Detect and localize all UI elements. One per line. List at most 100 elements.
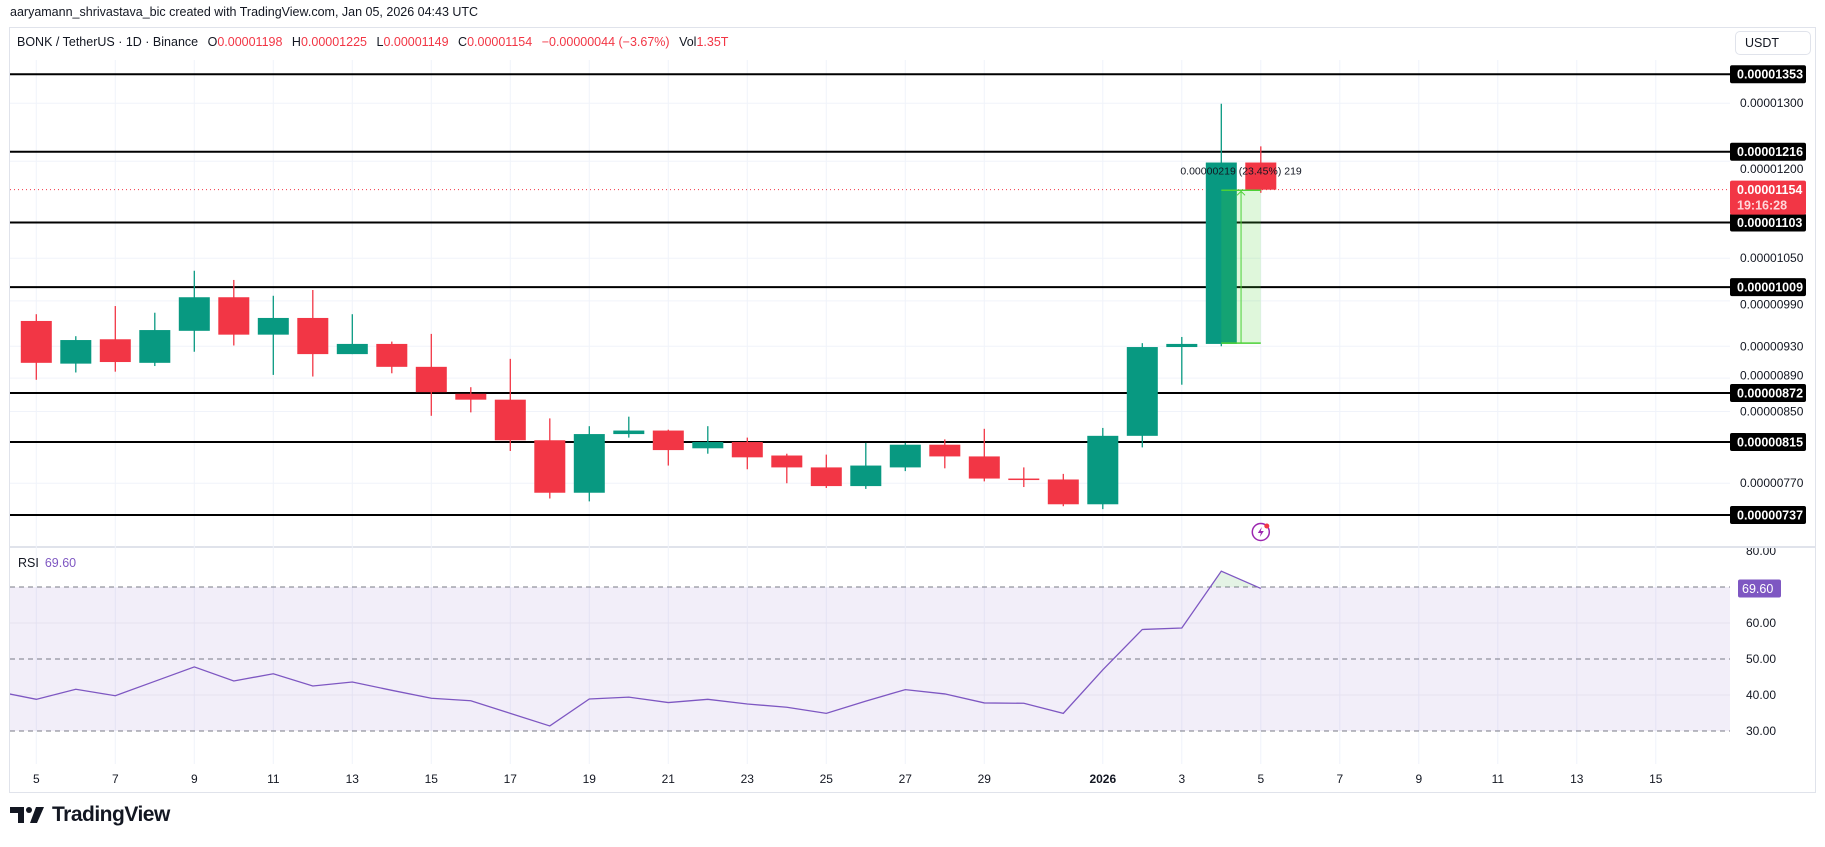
x-tick-label: 5 [33, 772, 40, 786]
candle-body [731, 442, 763, 458]
x-tick-label: 15 [1649, 772, 1663, 786]
candle-body [771, 455, 803, 468]
candle [534, 418, 566, 499]
candle-body [929, 444, 961, 457]
last-price-tag [1730, 180, 1806, 215]
candle [20, 314, 52, 380]
candle-body [257, 317, 289, 335]
level-price-tag [1730, 142, 1806, 161]
measure-label: 0.00000219 (23.45%) 219 [1180, 165, 1302, 177]
level-price-tag-text: 0.00000872 [1737, 386, 1803, 400]
candle [731, 437, 763, 470]
level-price-tag-text: 0.00001103 [1737, 216, 1802, 230]
x-tick-label: 13 [1570, 772, 1584, 786]
rsi-y-tick-label: 30.00 [1746, 724, 1776, 738]
candle [376, 341, 408, 374]
high-label: H [291, 35, 301, 49]
candle [850, 442, 882, 489]
open-label: O [207, 35, 218, 49]
candle-body [1166, 343, 1198, 348]
candle-body [1047, 479, 1079, 505]
rsi-y-tick-label: 40.00 [1746, 688, 1776, 702]
candle-body [850, 465, 882, 487]
x-tick-label: 2026 [1089, 772, 1116, 786]
candle [455, 387, 487, 413]
candle-body [692, 442, 724, 449]
candle [968, 428, 1000, 482]
candle [415, 333, 447, 416]
x-tick-label: 19 [583, 772, 597, 786]
rsi-value-tag [1738, 579, 1781, 598]
level-price-tag [1730, 383, 1806, 402]
y-tick-label: 0.00000990 [1740, 298, 1804, 312]
y-tick-label: 0.00000850 [1740, 405, 1804, 419]
credit-line: aaryamann_shrivastava_bic created with T… [10, 5, 479, 19]
y-tick-label: 0.00000770 [1740, 476, 1804, 490]
level-price-tag [1730, 278, 1806, 297]
candle-body [455, 393, 487, 400]
candle [99, 306, 131, 372]
candle [178, 270, 210, 352]
tradingview-logo-text: TradingView [52, 803, 170, 826]
candle [60, 336, 92, 373]
volume-label: Vol [679, 35, 697, 49]
rsi-legend[interactable]: RSI 69.60 [18, 556, 76, 570]
x-tick-label: 7 [112, 772, 119, 786]
candle [139, 312, 171, 367]
candle [218, 279, 250, 346]
candle [810, 454, 842, 488]
low-value: 0.00001149 [383, 35, 449, 49]
symbol-legend: BONK / TetherUS · 1D · Binance O0.000011… [17, 35, 728, 49]
rsi-pane [10, 570, 1730, 732]
level-price-tag-text: 0.00001216 [1737, 145, 1803, 159]
tradingview-logo-icon [10, 807, 44, 823]
candle-body [178, 297, 210, 331]
y-tick-label: 0.00001200 [1740, 162, 1804, 176]
candle [1047, 473, 1079, 507]
candle [1205, 103, 1237, 347]
low-label: L [376, 35, 384, 49]
x-tick-label: 3 [1178, 772, 1185, 786]
volume-value: 1.35T [696, 35, 729, 49]
rsi-y-tick-label: 50.00 [1746, 652, 1776, 666]
level-price-tag [1730, 65, 1806, 84]
candle [1008, 467, 1040, 488]
lightning-alert-icon[interactable] [1251, 522, 1271, 542]
candle-body [573, 434, 605, 493]
candle [573, 426, 605, 502]
candle-body [297, 317, 329, 355]
candle-body [1245, 162, 1277, 190]
x-tick-label: 11 [1492, 772, 1505, 786]
y-tick-label: 0.00000930 [1740, 339, 1804, 353]
candle-body [139, 330, 171, 363]
currency-button[interactable]: USDT [1735, 31, 1811, 55]
x-tick-label: 5 [1257, 772, 1264, 786]
x-tick-label: 21 [662, 772, 676, 786]
rsi-label: RSI [18, 556, 39, 570]
tradingview-logo: TradingView [10, 803, 170, 827]
candle [494, 358, 526, 451]
y-tick-label: 0.00000890 [1740, 368, 1804, 382]
x-tick-label: 13 [346, 772, 360, 786]
rsi-value: 69.60 [44, 556, 77, 570]
candle-body [1205, 162, 1237, 344]
candle [1245, 146, 1277, 193]
candle [929, 439, 961, 469]
rsi-value-tag-text: 69.60 [1742, 582, 1773, 596]
x-tick-label: 9 [191, 772, 198, 786]
x-tick-label: 15 [425, 772, 439, 786]
candle [297, 289, 329, 377]
candle [1087, 427, 1119, 510]
open-value: 0.00001198 [217, 35, 283, 49]
candle [613, 416, 645, 438]
symbol-title[interactable]: BONK / TetherUS · 1D · Binance [17, 35, 199, 49]
candle-body [60, 340, 92, 364]
candle-body [810, 467, 842, 487]
candle-body [376, 343, 408, 367]
close-label: C [458, 35, 468, 49]
x-tick-label: 17 [504, 772, 518, 786]
candle-body [534, 440, 566, 493]
notification-dot [1264, 523, 1270, 529]
